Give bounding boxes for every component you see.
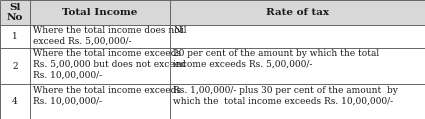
- Bar: [0, 25, 30, 48]
- Bar: [170, 84, 425, 119]
- Text: Sl
No: Sl No: [7, 3, 23, 22]
- Text: Rs. 1,00,000/- plus 30 per cent of the amount  by
which the  total income exceed: Rs. 1,00,000/- plus 30 per cent of the a…: [173, 86, 398, 105]
- Text: Where the total income exceeds
Rs. 10,00,000/-: Where the total income exceeds Rs. 10,00…: [33, 86, 181, 105]
- Bar: [30, 84, 170, 119]
- Bar: [170, 0, 425, 25]
- Text: 2: 2: [12, 62, 18, 71]
- Bar: [30, 48, 170, 84]
- Bar: [170, 25, 425, 48]
- Bar: [170, 48, 425, 84]
- Bar: [0, 48, 30, 84]
- Text: Where the total income exceeds
Rs. 5,00,000 but does not exceed
Rs. 10,00,000/-: Where the total income exceeds Rs. 5,00,…: [33, 49, 186, 79]
- Bar: [0, 84, 30, 119]
- Bar: [30, 0, 170, 25]
- Text: 20 per cent of the amount by which the total
income exceeds Rs. 5,00,000/-: 20 per cent of the amount by which the t…: [173, 49, 380, 69]
- Bar: [0, 0, 30, 25]
- Text: 4: 4: [12, 97, 18, 106]
- Bar: [30, 25, 170, 48]
- Text: 1: 1: [12, 32, 18, 41]
- Text: Where the total income does not
exceed Rs. 5,00,000/-: Where the total income does not exceed R…: [33, 26, 184, 46]
- Text: Rate of tax: Rate of tax: [266, 8, 329, 17]
- Text: Nil: Nil: [173, 26, 187, 35]
- Text: Total Income: Total Income: [62, 8, 138, 17]
